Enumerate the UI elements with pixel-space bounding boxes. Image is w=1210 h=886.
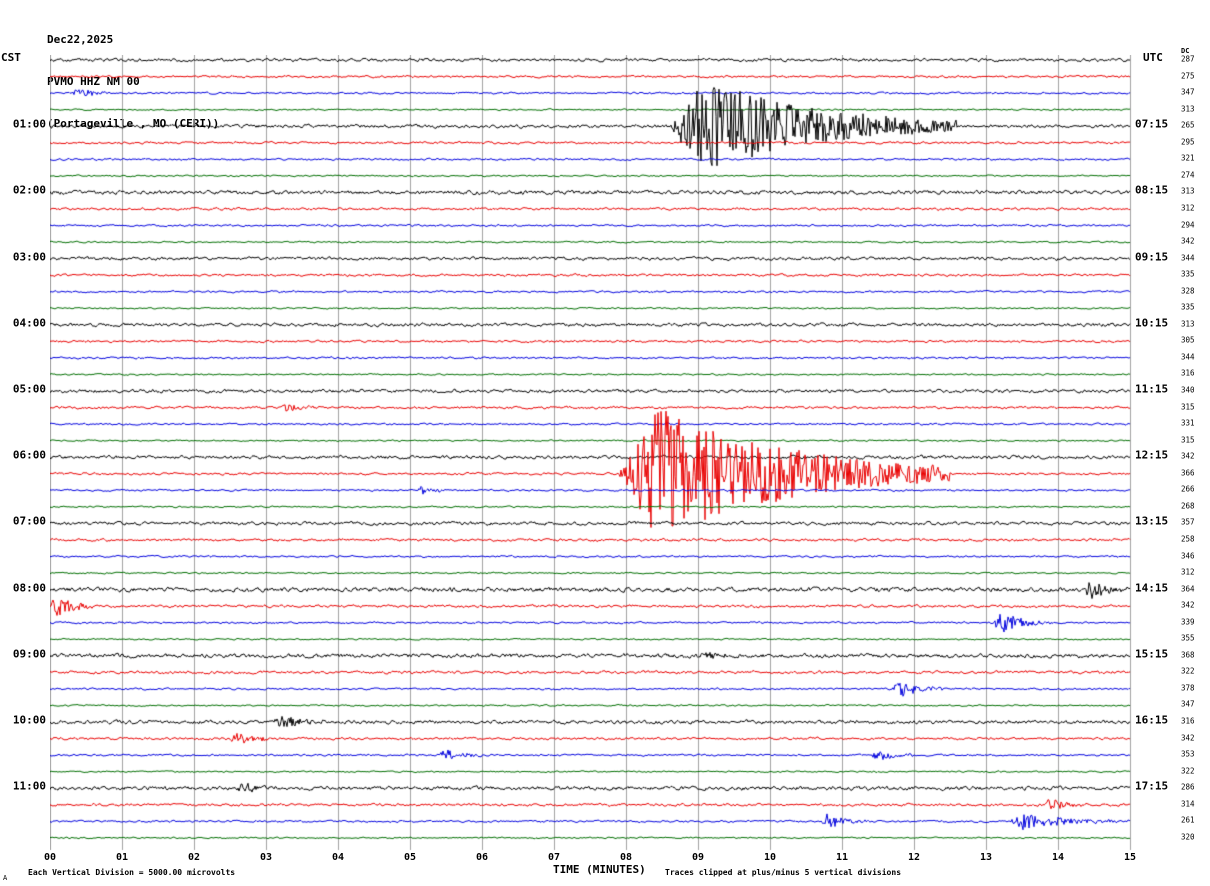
dc-value: 268 — [1181, 501, 1195, 511]
dc-value: 322 — [1181, 766, 1195, 776]
cst-time-label: 11:00 — [12, 779, 46, 793]
dc-value: 312 — [1181, 567, 1195, 577]
dc-value: 313 — [1181, 104, 1195, 114]
dc-value: 287 — [1181, 54, 1195, 64]
utc-time-label: 17:15 — [1135, 779, 1169, 793]
dc-value: 335 — [1181, 269, 1195, 279]
cst-time-label: 05:00 — [12, 382, 46, 396]
x-axis-tick: 01 — [115, 852, 129, 863]
dc-value: 378 — [1181, 683, 1195, 693]
dc-value: 313 — [1181, 186, 1195, 196]
dc-value: 355 — [1181, 633, 1195, 643]
x-axis-tick: 10 — [763, 852, 777, 863]
dc-value: 312 — [1181, 203, 1195, 213]
dc-value: 342 — [1181, 451, 1195, 461]
dc-value: 335 — [1181, 302, 1195, 312]
dc-value: 316 — [1181, 368, 1195, 378]
dc-value: 261 — [1181, 815, 1195, 825]
x-axis-tick: 14 — [1051, 852, 1065, 863]
dc-value: 342 — [1181, 733, 1195, 743]
dc-value: 340 — [1181, 385, 1195, 395]
x-axis-tick: 04 — [331, 852, 345, 863]
dc-value: 315 — [1181, 402, 1195, 412]
x-axis-tick: 12 — [907, 852, 921, 863]
dc-value: 353 — [1181, 749, 1195, 759]
dc-value: 286 — [1181, 782, 1195, 792]
dc-value: 294 — [1181, 220, 1195, 229]
x-axis-tick: 09 — [691, 852, 705, 863]
vertical-division-note: Each Vertical Division = 5000.00 microvo… — [28, 868, 236, 877]
dc-value: 314 — [1181, 799, 1195, 809]
x-axis-tick: 08 — [619, 852, 633, 863]
x-axis-tick: 15 — [1123, 852, 1137, 863]
corner-mark: A — [3, 874, 8, 882]
x-axis-tick: 02 — [187, 852, 201, 863]
header-date: Dec22,2025 — [47, 33, 114, 46]
x-axis-tick: 05 — [403, 852, 417, 863]
dc-value: 305 — [1181, 335, 1195, 345]
utc-time-label: 12:15 — [1135, 448, 1169, 462]
dc-column-title: DC — [1181, 47, 1190, 55]
utc-time-label: 09:15 — [1135, 250, 1169, 264]
utc-time-label: 08:15 — [1135, 183, 1169, 197]
cst-time-label: 08:00 — [12, 581, 46, 595]
utc-axis-title: UTC — [1143, 51, 1163, 64]
dc-value: 313 — [1181, 319, 1195, 329]
clip-note: Traces clipped at plus/minus 5 vertical … — [665, 868, 902, 877]
dc-value: 265 — [1181, 120, 1195, 130]
cst-time-label: 04:00 — [12, 316, 46, 330]
x-axis-tick: 11 — [835, 852, 849, 863]
utc-time-label: 16:15 — [1135, 713, 1169, 727]
dc-value: 295 — [1181, 137, 1195, 147]
utc-time-label: 15:15 — [1135, 647, 1169, 661]
dc-value: 344 — [1181, 253, 1195, 263]
cst-time-label: 09:00 — [12, 647, 46, 661]
dc-value: 339 — [1181, 617, 1195, 627]
x-axis-tick: 00 — [43, 852, 57, 863]
utc-time-label: 13:15 — [1135, 514, 1169, 528]
dc-value: 321 — [1181, 153, 1195, 163]
cst-time-label: 07:00 — [12, 514, 46, 528]
cst-axis-title: CST — [1, 51, 21, 64]
dc-value: 342 — [1181, 600, 1195, 610]
x-axis-tick: 07 — [547, 852, 561, 863]
cst-time-label: 06:00 — [12, 448, 46, 462]
dc-value: 275 — [1181, 71, 1195, 81]
seismogram-canvas — [50, 55, 1132, 852]
cst-time-label: 03:00 — [12, 250, 46, 264]
dc-value: 258 — [1181, 534, 1195, 544]
dc-value: 342 — [1181, 236, 1195, 246]
x-axis-tick: 06 — [475, 852, 489, 863]
cst-time-label: 10:00 — [12, 713, 46, 727]
dc-value: 320 — [1181, 832, 1195, 842]
dc-value: 344 — [1181, 352, 1195, 362]
cst-time-label: 01:00 — [12, 117, 46, 131]
x-axis-tick: 13 — [979, 852, 993, 863]
dc-value: 316 — [1181, 716, 1195, 726]
x-axis-tick: 03 — [259, 852, 273, 863]
dc-value: 366 — [1181, 468, 1195, 478]
dc-value: 266 — [1181, 484, 1195, 494]
utc-time-label: 10:15 — [1135, 316, 1169, 330]
dc-value: 331 — [1181, 418, 1195, 428]
dc-value: 347 — [1181, 87, 1195, 97]
utc-time-label: 11:15 — [1135, 382, 1169, 396]
dc-value: 315 — [1181, 435, 1195, 445]
dc-value: 368 — [1181, 650, 1195, 660]
cst-time-label: 02:00 — [12, 183, 46, 197]
dc-value: 346 — [1181, 551, 1195, 560]
utc-time-label: 07:15 — [1135, 117, 1169, 131]
utc-time-label: 14:15 — [1135, 581, 1169, 595]
dc-value: 328 — [1181, 286, 1195, 296]
x-axis-title: TIME (MINUTES) — [553, 863, 646, 876]
dc-value: 357 — [1181, 517, 1195, 527]
dc-value: 364 — [1181, 584, 1195, 594]
dc-value: 322 — [1181, 666, 1195, 676]
dc-value: 274 — [1181, 170, 1195, 180]
dc-value: 347 — [1181, 699, 1195, 709]
